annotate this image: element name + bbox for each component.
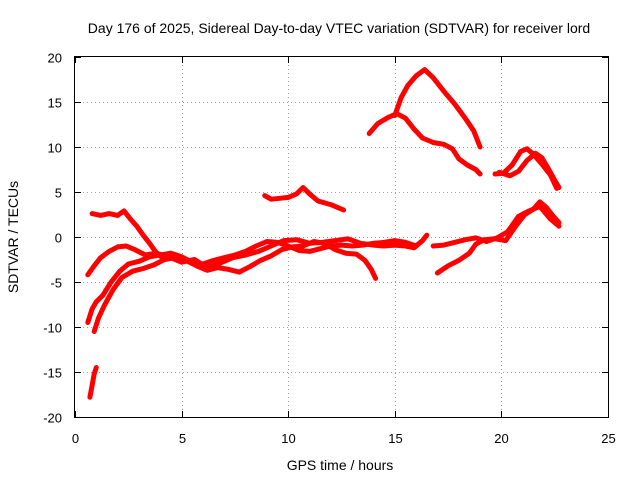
x-axis-label: GPS time / hours [287, 457, 394, 473]
x-tick-label: 10 [281, 431, 295, 446]
series-trace-5 [89, 208, 165, 261]
x-tick-label: 25 [601, 431, 615, 446]
y-axis-label: SDTVAR / TECUs [5, 181, 21, 293]
x-tick-label: 0 [72, 431, 79, 446]
y-tick-label: 5 [55, 186, 62, 201]
series-trace-12 [430, 203, 562, 249]
y-tick-label: 0 [55, 231, 62, 246]
grid [75, 57, 608, 417]
series-trace-10 [496, 150, 562, 190]
y-tick-label: -5 [50, 276, 62, 291]
y-tick-label: 10 [48, 141, 62, 156]
y-tick-label: 20 [48, 51, 62, 66]
series-trace-11 [434, 199, 562, 276]
y-tick-label: -15 [43, 366, 62, 381]
y-tick-label: 15 [48, 96, 62, 111]
series-trace-7 [366, 111, 483, 177]
x-tick-label: 15 [388, 431, 402, 446]
axis-ticks [75, 57, 609, 418]
y-tick-label: -10 [43, 321, 62, 336]
tick-labels: 0 5 10 15 20 25 -20 -15 -10 -5 0 5 10 15 20 [43, 51, 616, 447]
series-trace-6 [262, 185, 347, 213]
plot-frame [74, 56, 609, 418]
x-tick-label: 20 [494, 431, 508, 446]
series-trace-3 [91, 239, 379, 334]
series-trace-1 [87, 365, 99, 400]
series-trace-4 [85, 236, 423, 278]
data-series [85, 67, 562, 400]
series-trace-8 [392, 67, 483, 150]
x-tick-label: 5 [179, 431, 186, 446]
chart-title: Day 176 of 2025, Sidereal Day-to-day VTE… [88, 20, 590, 36]
y-tick-label: -20 [43, 411, 62, 426]
